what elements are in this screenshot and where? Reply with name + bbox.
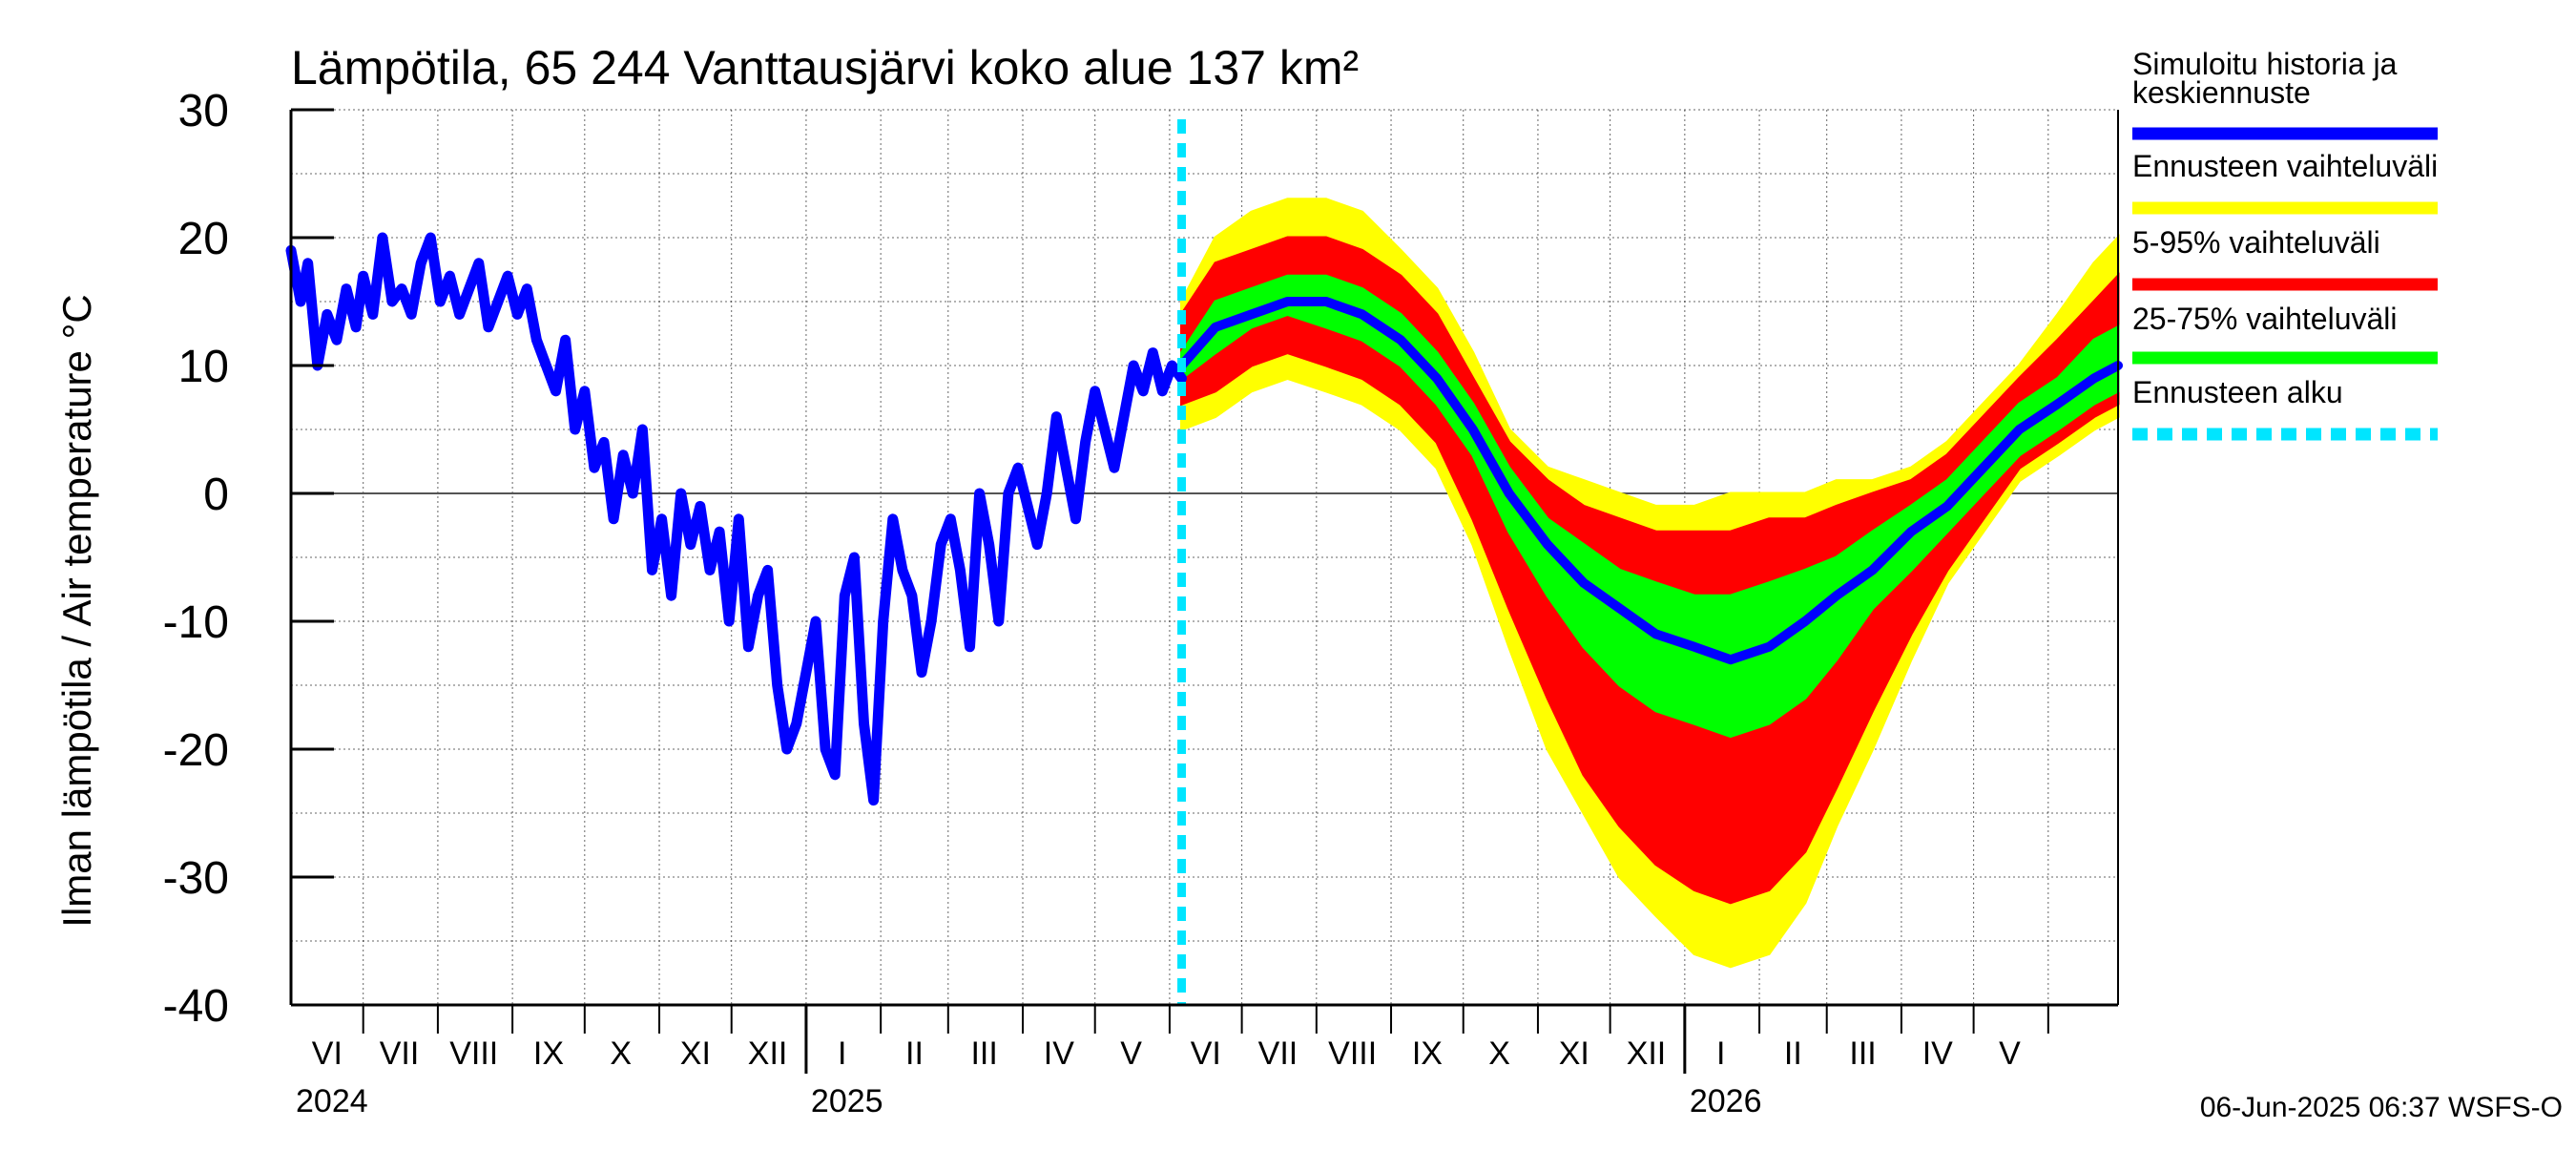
legend-label: Simuloitu historia ja [2132,47,2398,81]
x-month-label: IX [533,1035,564,1072]
x-month-label: VII [1258,1035,1298,1072]
x-month-label: V [1120,1035,1142,1072]
x-month-label: I [1716,1035,1725,1072]
x-month-label: IV [1922,1035,1953,1072]
y-axis-label: Ilman lämpötila / Air temperature °C [54,294,99,927]
x-year-label: 2024 [296,1083,368,1119]
series-lines [285,119,2123,1005]
history-line [285,232,1187,806]
y-tick-label: 0 [203,470,229,520]
x-month-label: XI [1559,1035,1589,1072]
y-tick-label: -40 [163,981,229,1032]
legend-label: 5-95% vaihteluväli [2132,225,2380,260]
x-month-label: VI [1191,1035,1221,1072]
median-line [1176,297,2123,665]
y-tick-label: 20 [178,214,229,264]
x-month-label: IV [1044,1035,1074,1072]
x-month-label: XII [1627,1035,1667,1072]
x-month-label: X [610,1035,632,1072]
x-year-label: 2026 [1690,1083,1762,1119]
legend-label: Ennusteen vaihteluväli [2132,149,2438,183]
x-month-label: XII [748,1035,788,1072]
x-month-label: VII [380,1035,420,1072]
y-tick-label: -10 [163,597,229,648]
x-month-label: II [905,1035,924,1072]
legend-label: keskiennuste [2132,75,2311,110]
chart-title: Lämpötila, 65 244 Vanttausjärvi koko alu… [291,41,1359,94]
timestamp: 06-Jun-2025 06:37 WSFS-O [2199,1092,2563,1123]
x-month-label: XI [680,1035,711,1072]
x-month-label: VIII [449,1035,498,1072]
legend-label: 25-75% vaihteluväli [2132,302,2398,336]
y-tick-label: 30 [178,86,229,136]
y-tick-label: -30 [163,853,229,904]
x-month-label: VIII [1328,1035,1377,1072]
x-month-label: III [1849,1035,1876,1072]
x-month-label: X [1488,1035,1510,1072]
x-month-label: I [838,1035,846,1072]
x-month-label: III [970,1035,997,1072]
x-month-label: VI [312,1035,343,1072]
legend-label: Ennusteen alku [2132,375,2343,409]
x-year-label: 2025 [811,1083,883,1119]
x-month-label: V [1999,1035,2021,1072]
y-tick-label: -20 [163,725,229,776]
forecast-bands [1180,198,2120,969]
x-month-label: IX [1412,1035,1443,1072]
x-month-label: II [1784,1035,1802,1072]
y-tick-label: 10 [178,342,229,392]
